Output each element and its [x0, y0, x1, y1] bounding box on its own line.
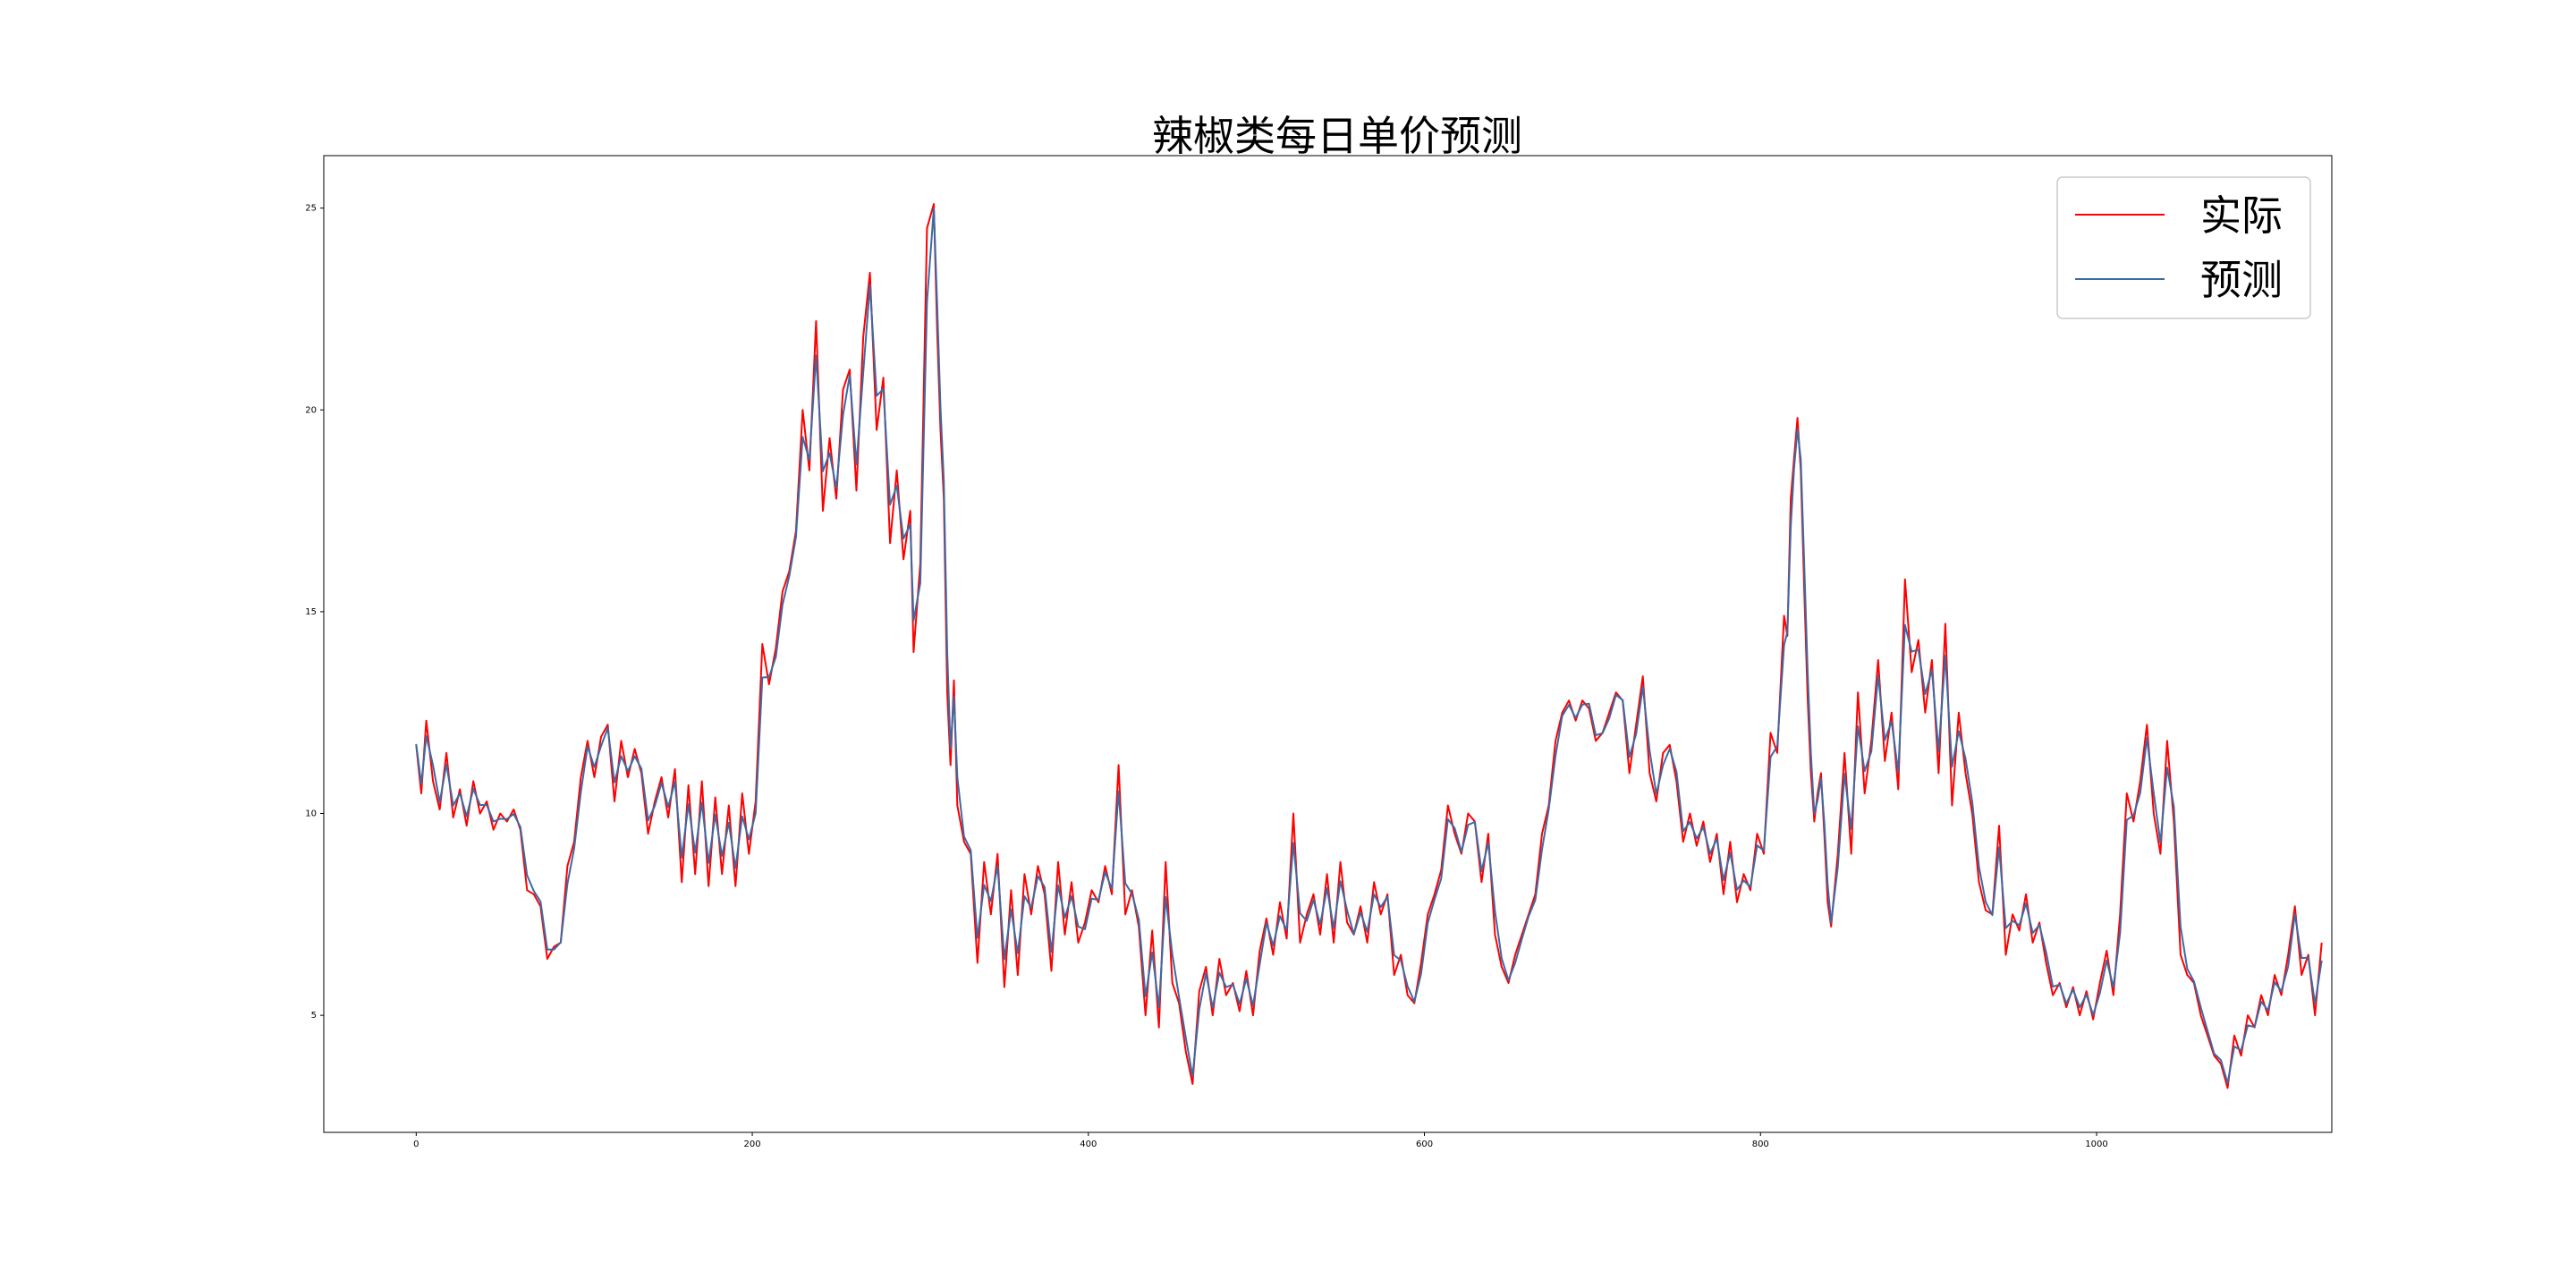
legend: 实际 预测: [2056, 176, 2311, 319]
x-tick-label: 400: [1080, 1140, 1097, 1149]
series-line-actual: [415, 203, 2323, 1089]
x-tick-label: 0: [413, 1140, 419, 1149]
legend-label-predicted: 预测: [2200, 256, 2283, 304]
y-tick-label: 20: [305, 405, 317, 415]
y-tick-label: 15: [305, 607, 317, 617]
x-axis: 0 200 400 600 800 1000: [413, 1132, 2108, 1149]
x-tick-label: 800: [1752, 1140, 1769, 1149]
y-tick-label: 25: [305, 204, 317, 214]
series-layer: [415, 203, 2323, 1089]
legend-label-actual: 实际: [2200, 191, 2283, 240]
x-tick-label: 600: [1416, 1140, 1433, 1149]
plot-frame: [323, 155, 2333, 1133]
chart-title: 辣椒类每日单价预测: [1152, 112, 1522, 160]
legend-frame: [2056, 176, 2311, 319]
x-tick-label: 200: [744, 1140, 761, 1149]
series-line-predicted: [415, 208, 2323, 1084]
y-tick-label: 5: [311, 1011, 317, 1021]
x-tick-label: 1000: [2085, 1140, 2107, 1149]
y-axis: 5 10 15 20 25: [305, 204, 324, 1021]
y-tick-label: 10: [305, 809, 317, 819]
